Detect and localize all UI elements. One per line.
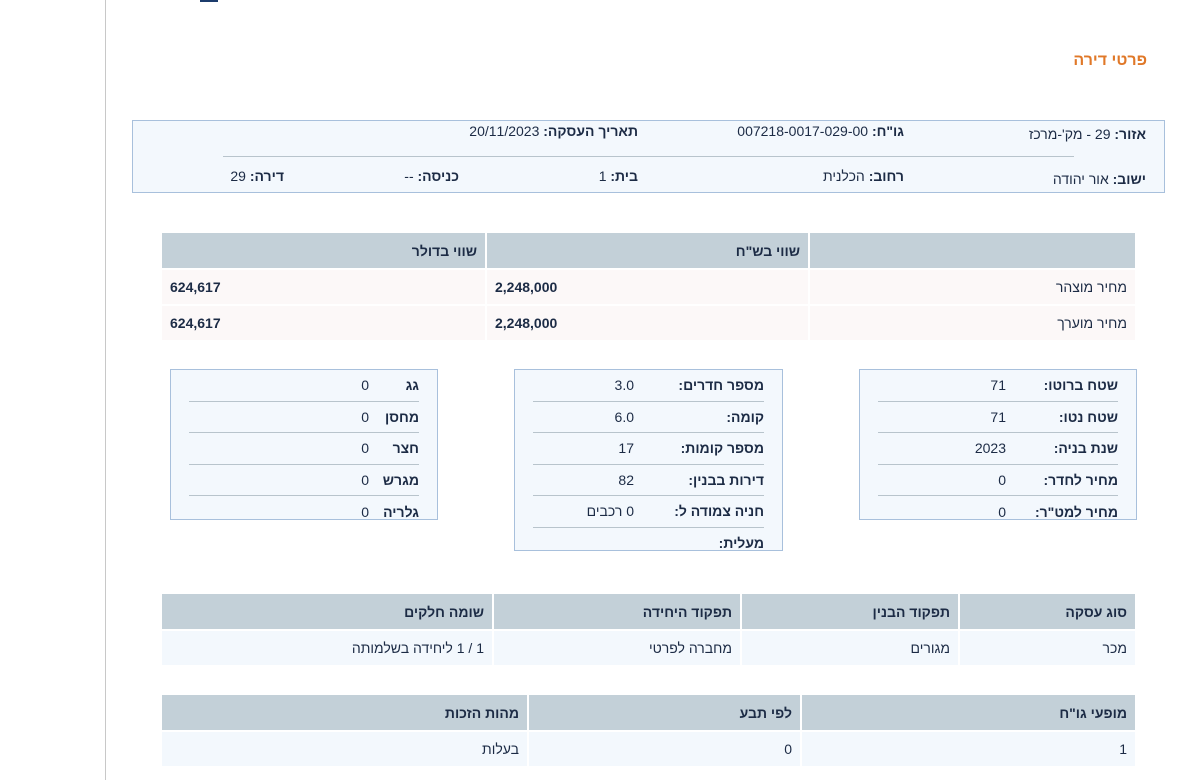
detail-row: מחיר למט"ר: 0 bbox=[878, 496, 1118, 528]
detail-label: שטח נטו: bbox=[1058, 408, 1118, 425]
detail-label: חצר bbox=[392, 440, 419, 457]
prices-header-usd: שווי בדולר bbox=[160, 231, 487, 270]
detail-row: גלריה 0 bbox=[189, 496, 419, 528]
detail-value: 82 bbox=[618, 471, 634, 488]
detail-label: מעלית: bbox=[718, 535, 764, 552]
info-separator bbox=[223, 156, 1074, 157]
house-field: בית: 1 bbox=[598, 168, 638, 184]
detail-row: שטח ברוטו: 71 bbox=[878, 370, 1118, 402]
prices-header-ils: שווי בש"ח bbox=[485, 231, 810, 270]
detail-value: 0 bbox=[361, 440, 369, 457]
date-field: תאריך העסקה: 20/11/2023 bbox=[469, 123, 638, 139]
detail-row: מספר חדרים: 3.0 bbox=[533, 370, 764, 402]
detail-label: שנת בניה: bbox=[1053, 440, 1118, 457]
detail-row: מספר קומות: 17 bbox=[533, 433, 764, 465]
detail-label: חניה צמודה ל: bbox=[674, 503, 764, 520]
detail-label: גלריה bbox=[383, 503, 419, 520]
detail-label: גג bbox=[405, 377, 419, 394]
rights-table: מופעי גו"ח לפי תבע מהות הזכות 1 0 בעלות bbox=[160, 693, 1137, 768]
prices-header-label bbox=[808, 231, 1137, 270]
detail-value: 0 bbox=[998, 503, 1006, 520]
detail-row: שנת בניה: 2023 bbox=[878, 433, 1118, 465]
deal-info-box: אזור: 29 - מק'-מרכז גו"ח: 007218-0017-02… bbox=[132, 120, 1165, 193]
detail-label: קומה: bbox=[726, 408, 764, 425]
detail-value: 0 רכבים bbox=[586, 503, 634, 520]
page-title: פרטי דירה bbox=[1073, 52, 1147, 69]
area-field: אזור: 29 - מק'-מרכז bbox=[1028, 126, 1146, 142]
details-box-extras: גג 0 מחסן 0 חצר 0 מגרש 0 גלריה 0 bbox=[170, 369, 438, 520]
detail-row: דירות בבנין: 82 bbox=[533, 465, 764, 496]
table-row: מחיר מוערך 2,248,000 624,617 bbox=[160, 304, 1137, 342]
detail-value: 2023 bbox=[974, 440, 1006, 457]
detail-row: מעלית: bbox=[533, 528, 764, 560]
detail-row: מחיר לחדר: 0 bbox=[878, 465, 1118, 496]
detail-value: 71 bbox=[990, 377, 1006, 394]
table-row: 1 0 בעלות bbox=[160, 730, 1137, 768]
detail-label: מספר קומות: bbox=[680, 440, 764, 457]
detail-value: 0 bbox=[361, 471, 369, 488]
detail-label: מחסן bbox=[385, 408, 419, 425]
detail-value: 0 bbox=[361, 377, 369, 394]
detail-label: מגרש bbox=[382, 471, 419, 488]
detail-row: מגרש 0 bbox=[189, 465, 419, 496]
apartment-field: דירה: 29 bbox=[230, 168, 284, 184]
detail-value: 3.0 bbox=[614, 377, 634, 394]
city-field: ישוב: אור יהודה bbox=[1052, 171, 1146, 187]
details-box-building: מספר חדרים: 3.0 קומה: 6.0 מספר קומות: 17 דירות… bbox=[514, 369, 783, 551]
deal-type-table: סוג עסקה תפקוד הבנין תפקוד היחידה שומה חלקי… bbox=[160, 592, 1137, 667]
street-field: רחוב: הכלנית bbox=[822, 168, 904, 184]
detail-label: מספר חדרים: bbox=[678, 377, 764, 394]
details-box-area: שטח ברוטו: 71 שטח נטו: 71 שנת בניה: 2023 מחיר … bbox=[859, 369, 1137, 520]
gush-field: גו"ח: 007218-0017-029-00 bbox=[737, 123, 904, 139]
entrance-field: כניסה: -- bbox=[404, 168, 459, 184]
prices-table: שווי בש"ח שווי בדולר מחיר מוצהר 2,248,000 6… bbox=[160, 231, 1137, 342]
detail-label: שטח ברוטו: bbox=[1043, 377, 1118, 394]
page-divider bbox=[105, 0, 106, 780]
detail-value: 0 bbox=[361, 408, 369, 425]
detail-value: 71 bbox=[990, 408, 1006, 425]
detail-label: דירות בבנין: bbox=[688, 471, 764, 488]
detail-row: חניה צמודה ל: 0 רכבים bbox=[533, 496, 764, 528]
detail-row: חצר 0 bbox=[189, 433, 419, 465]
detail-row: גג 0 bbox=[189, 370, 419, 402]
detail-label: מחיר למט"ר: bbox=[1034, 503, 1118, 520]
table-row: מכר מגורים מחברה לפרטי 1 / 1 ליחידה בשלמותה bbox=[160, 629, 1137, 667]
detail-value: 0 bbox=[998, 471, 1006, 488]
table-row: מחיר מוצהר 2,248,000 624,617 bbox=[160, 268, 1137, 306]
detail-value: 6.0 bbox=[614, 408, 634, 425]
detail-label: מחיר לחדר: bbox=[1043, 471, 1118, 488]
detail-row: מחסן 0 bbox=[189, 402, 419, 433]
detail-row: קומה: 6.0 bbox=[533, 402, 764, 433]
detail-row: שטח נטו: 71 bbox=[878, 402, 1118, 433]
detail-value: 17 bbox=[618, 440, 634, 457]
detail-value: 0 bbox=[361, 503, 369, 520]
top-mark bbox=[200, 0, 218, 2]
